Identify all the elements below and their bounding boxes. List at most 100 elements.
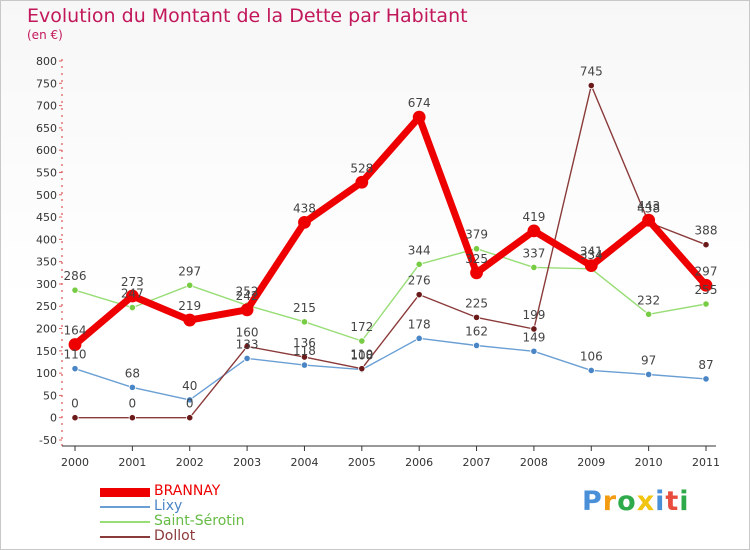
data-label: 745 [580, 65, 603, 79]
data-label: 252 [236, 284, 259, 298]
data-label: 215 [293, 301, 316, 315]
logo-letter: o [617, 486, 637, 517]
data-label: 443 [637, 199, 660, 213]
data-point [412, 110, 426, 124]
logo-letter: i [679, 486, 690, 517]
logo-letter: t [665, 486, 680, 517]
y-tick-label: 600 [36, 144, 57, 157]
y-tick-label: 350 [36, 256, 57, 269]
data-point [470, 266, 483, 280]
y-tick-label: 700 [36, 100, 57, 113]
data-point [702, 241, 710, 249]
data-point [472, 341, 481, 350]
data-label: 674 [408, 96, 431, 110]
data-point [645, 370, 653, 379]
x-tick-label: 2002 [176, 456, 204, 469]
data-label: 133 [236, 337, 259, 351]
data-point [358, 365, 366, 373]
data-label: 160 [236, 325, 259, 339]
y-tick-label: 0 [50, 412, 57, 425]
chart-title: Evolution du Montant de la Dette par Hab… [27, 5, 468, 27]
data-label: 247 [121, 287, 144, 301]
data-point [584, 259, 598, 273]
data-label: 297 [178, 264, 201, 278]
data-point [71, 414, 79, 422]
data-label: 286 [64, 269, 87, 283]
y-tick-label: -50 [39, 434, 57, 447]
data-point [587, 81, 595, 90]
data-label: 87 [698, 358, 713, 372]
data-label: 341 [580, 245, 603, 259]
data-point [527, 224, 541, 238]
logo-letter: x [636, 486, 656, 517]
legend-swatch [100, 521, 150, 523]
legend-label: Dollot [154, 528, 196, 544]
y-tick-label: 500 [36, 189, 57, 202]
data-label: 108 [350, 349, 373, 363]
legend-label: Lixy [154, 498, 183, 514]
series-line-lixy [74, 337, 707, 401]
data-point [530, 263, 538, 272]
x-tick-label: 2005 [348, 456, 376, 469]
data-label: 232 [637, 293, 660, 307]
data-label: 118 [293, 344, 316, 358]
x-tick-label: 2001 [118, 456, 146, 469]
data-point [358, 337, 366, 345]
data-point [240, 303, 254, 317]
data-label: 438 [637, 201, 660, 215]
data-label: 106 [580, 349, 603, 363]
data-label: 219 [178, 299, 201, 313]
data-label: 388 [695, 224, 718, 238]
data-label: 164 [64, 324, 87, 338]
series-line-brannay [71, 113, 710, 349]
data-label: 136 [293, 336, 316, 350]
data-point [125, 289, 139, 303]
data-point [530, 325, 538, 333]
y-tick-label: 450 [36, 211, 57, 224]
x-tick-label: 2008 [520, 456, 548, 469]
data-label: 68 [125, 366, 140, 380]
data-point [183, 313, 197, 327]
x-tick-label: 2007 [463, 456, 491, 469]
data-point [128, 303, 136, 312]
data-point [186, 414, 194, 422]
data-point [415, 291, 423, 299]
y-tick-label: 100 [36, 367, 57, 380]
data-point [645, 310, 653, 318]
data-label: 255 [695, 283, 718, 297]
data-label: 178 [408, 317, 431, 331]
y-tick-label: 400 [36, 233, 57, 246]
data-point [530, 347, 538, 355]
data-label: 379 [465, 228, 488, 242]
series-line-dollot [74, 84, 707, 419]
chart-unit-label: (en €) [27, 28, 63, 42]
data-label: 276 [408, 274, 431, 288]
x-tick-label: 2000 [61, 456, 89, 469]
proxiti-logo: Proxiti [582, 486, 690, 517]
legend-swatch [100, 536, 150, 538]
data-point [415, 260, 423, 268]
y-tick-label: 300 [36, 278, 57, 291]
data-point [128, 414, 136, 422]
data-point [128, 383, 136, 391]
y-tick-label: 750 [36, 77, 57, 90]
data-point [68, 338, 82, 351]
x-tick-label: 2003 [233, 456, 261, 469]
data-label: 438 [293, 201, 316, 215]
data-label: 199 [522, 308, 545, 322]
data-point [587, 366, 595, 375]
data-label: 419 [522, 210, 545, 224]
x-tick-label: 2010 [635, 456, 663, 469]
data-label: 162 [465, 324, 488, 338]
logo-letter: P [582, 486, 603, 517]
legend-label: BRANNAY [154, 483, 221, 499]
data-point [71, 365, 79, 373]
data-label: 149 [522, 330, 545, 344]
data-label: 40 [182, 379, 197, 393]
legend-swatch [100, 506, 150, 508]
x-tick-label: 2006 [405, 456, 433, 469]
x-tick-label: 2011 [692, 456, 720, 469]
series-line-saint-sérotin [74, 247, 707, 342]
data-label: 0 [186, 397, 194, 411]
